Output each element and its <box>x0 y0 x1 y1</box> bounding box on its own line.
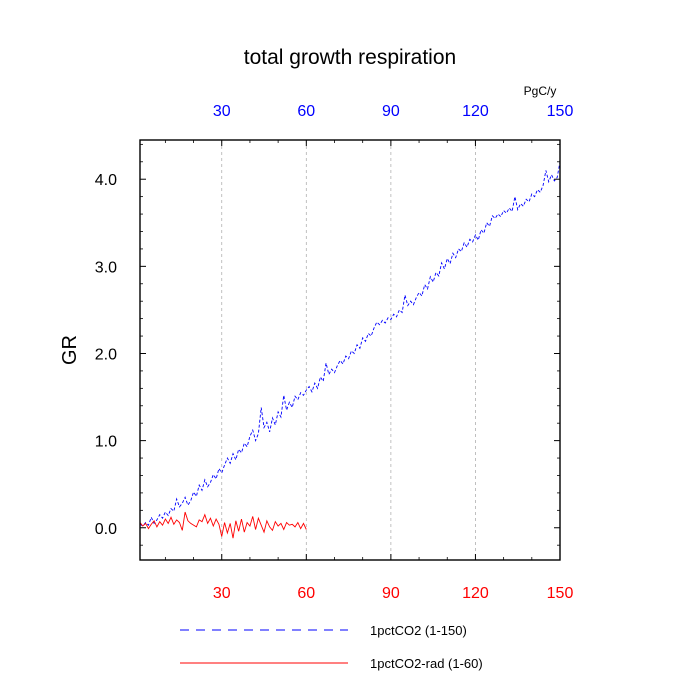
y-tick-label: 1.0 <box>95 434 117 451</box>
y-axis-label: GR <box>59 335 81 365</box>
x-tick-label-bottom: 30 <box>213 585 231 602</box>
axis-ticks <box>140 140 561 560</box>
y-tick-label: 4.0 <box>95 172 117 189</box>
y-tick-label: 2.0 <box>95 346 117 363</box>
y-tick-label: 3.0 <box>95 259 117 276</box>
x-tick-label-top: 30 <box>213 103 231 120</box>
tick-labels: 30 30 60 60 90 90 120 120 150 150 0.0 1.0 2.0 3.0 4.0 <box>95 103 574 602</box>
x-tick-label-bottom: 90 <box>382 585 400 602</box>
x-tick-label-top: 150 <box>547 103 574 120</box>
series-layer <box>139 161 561 539</box>
legend-label-2: 1pctCO2-rad (1-60) <box>370 656 483 671</box>
legend: 1pctCO2 (1-150) 1pctCO2-rad (1-60) <box>180 623 483 671</box>
x-tick-label-top: 60 <box>297 103 315 120</box>
x-tick-label-bottom: 150 <box>547 585 574 602</box>
y-tick-label: 0.0 <box>95 521 117 538</box>
x-tick-label-top: 90 <box>382 103 400 120</box>
plot-frame <box>139 139 561 561</box>
x-tick-label-bottom: 60 <box>297 585 315 602</box>
units-label: PgC/y <box>524 84 557 98</box>
series-line-1 <box>139 161 561 527</box>
x-tick-label-bottom: 120 <box>462 585 489 602</box>
series-line-2 <box>139 511 307 539</box>
x-tick-label-top: 120 <box>462 103 489 120</box>
legend-label-1: 1pctCO2 (1-150) <box>370 623 467 638</box>
chart-title: total growth respiration <box>244 46 456 69</box>
gridlines <box>221 140 476 560</box>
